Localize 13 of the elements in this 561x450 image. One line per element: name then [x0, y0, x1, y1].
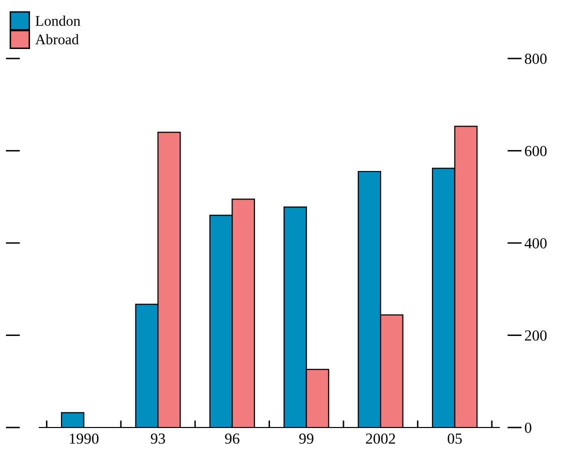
- x-tick-label: 96: [225, 434, 240, 444]
- x-tick-label: 99: [299, 434, 314, 444]
- legend-label: London: [36, 16, 80, 26]
- x-tick-label: 2002: [366, 433, 396, 444]
- x-tick-label: 05: [448, 433, 462, 444]
- x-tick-label: 93: [150, 434, 166, 444]
- legend-label: Abroad: [35, 34, 79, 44]
- y-tick-label: 400: [524, 238, 547, 248]
- y-tick-label: 800: [524, 54, 547, 64]
- y-tick-label: 600: [524, 146, 547, 156]
- y-tick-label: 0: [524, 422, 532, 433]
- y-tick-label: 200: [524, 330, 547, 341]
- x-tick-label: 1990: [70, 433, 98, 444]
